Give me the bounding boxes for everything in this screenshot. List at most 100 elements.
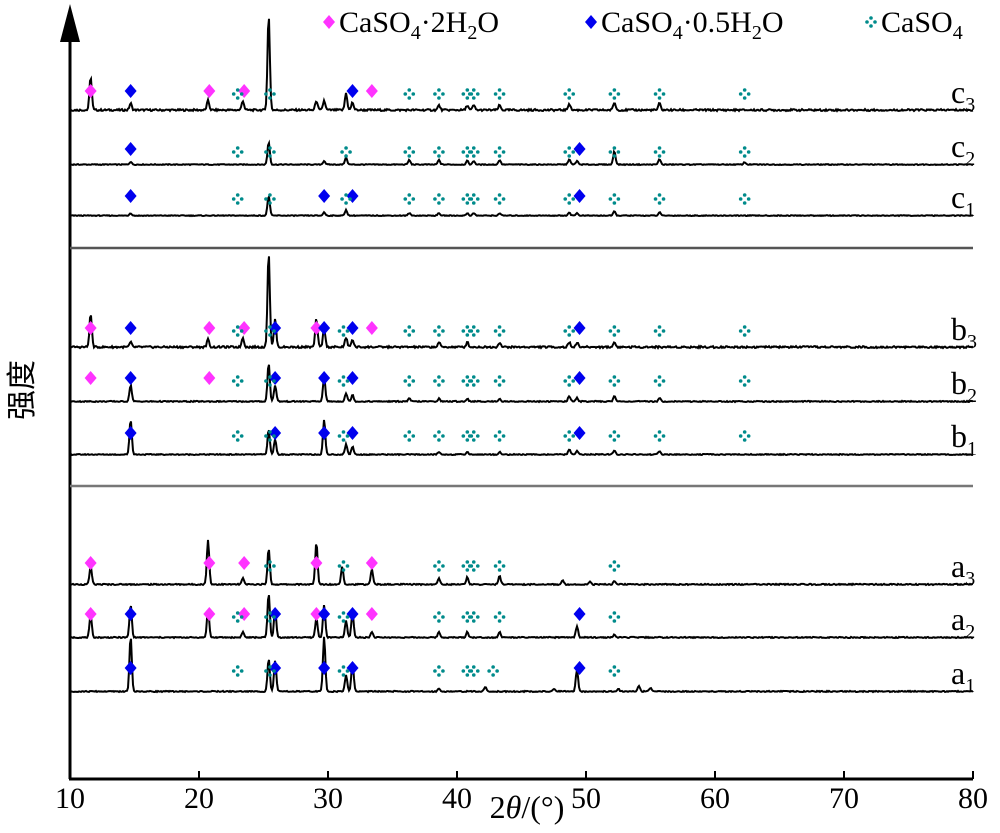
marker-hemihydrate	[318, 321, 331, 335]
marker-anhydrite	[653, 430, 666, 442]
marker-dihydrate	[365, 84, 378, 98]
marker-hemihydrate	[318, 371, 331, 385]
series-label-b2: b2	[951, 365, 977, 407]
marker-anhydrite	[493, 193, 506, 205]
marker-anhydrite	[433, 193, 445, 205]
marker-anhydrite	[433, 430, 445, 442]
series-layer	[69, 18, 974, 694]
marker-hemihydrate	[124, 321, 137, 335]
marker-anhydrite	[493, 430, 506, 442]
marker-anhydrite	[231, 430, 244, 442]
marker-anhydrite	[493, 375, 506, 387]
marker-dihydrate	[203, 607, 216, 621]
marker-anhydrite	[467, 430, 480, 442]
marker-anhydrite	[433, 611, 445, 623]
marker-hemihydrate	[124, 189, 137, 203]
marker-anhydrite	[433, 375, 445, 387]
marker-anhydrite	[337, 611, 350, 623]
marker-hemihydrate	[346, 321, 359, 335]
marker-dihydrate	[365, 556, 378, 570]
marker-hemihydrate	[346, 607, 359, 621]
marker-anhydrite	[433, 325, 445, 337]
marker-anhydrite	[461, 375, 474, 387]
legend-label-dihydrate: CaSO4·2H2O	[339, 6, 499, 44]
marker-hemihydrate	[318, 607, 331, 621]
marker-hemihydrate	[573, 661, 586, 675]
marker-dihydrate	[84, 556, 97, 570]
marker-anhydrite	[467, 146, 480, 158]
marker-dihydrate	[84, 321, 97, 335]
marker-hemihydrate	[573, 142, 586, 156]
pattern-b1	[69, 419, 974, 457]
marker-anhydrite	[493, 146, 506, 158]
marker-dihydrate	[84, 84, 97, 98]
marker-anhydrite	[467, 193, 480, 205]
marker-hemihydrate	[124, 371, 137, 385]
marker-anhydrite	[653, 375, 666, 387]
y-axis-label: 强度	[5, 360, 40, 420]
marker-hemihydrate	[346, 371, 359, 385]
axes	[60, 4, 973, 781]
marker-anhydrite	[264, 193, 276, 205]
marker-anhydrite	[337, 665, 350, 677]
x-tick-label: 20	[184, 782, 214, 815]
marker-anhydrite	[433, 88, 445, 100]
marker-dihydrate	[365, 321, 378, 335]
marker-anhydrite	[337, 375, 350, 387]
marker-anhydrite	[337, 325, 350, 337]
marker-anhydrite	[738, 375, 751, 387]
marker-anhydrite	[608, 193, 621, 205]
marker-dihydrate	[84, 607, 97, 621]
series-label-b1: b1	[951, 418, 977, 460]
marker-hemihydrate	[318, 661, 331, 675]
marker-hemihydrate	[269, 661, 282, 675]
marker-anhydrite	[738, 193, 751, 205]
marker-anhydrite	[563, 146, 576, 158]
x-ticks: 10 20 30 40 50 60 70 80	[55, 771, 988, 815]
marker-hemihydrate	[269, 321, 282, 335]
marker-anhydrite	[608, 88, 621, 100]
marker-anhydrite	[608, 665, 621, 677]
marker-anhydrite	[563, 193, 576, 205]
marker-dihydrate	[203, 84, 216, 98]
marker-anhydrite	[340, 146, 352, 158]
marker-anhydrite	[403, 193, 416, 205]
series-labels: c3 c2 c1 b3 b2 b1 a3 a2 a1	[951, 74, 977, 697]
x-tick-label: 30	[313, 782, 343, 815]
series-label-c2: c2	[951, 128, 975, 170]
marker-anhydrite	[264, 375, 276, 387]
marker-anhydrite	[264, 560, 276, 572]
marker-anhydrite	[264, 325, 276, 337]
pattern-a1	[69, 636, 974, 694]
marker-anhydrite	[467, 88, 480, 100]
legend-label-hemihydrate: CaSO4·0.5H2O	[601, 6, 784, 44]
marker-anhydrite	[231, 193, 244, 205]
markers-layer	[84, 84, 751, 677]
marker-hemihydrate	[573, 371, 586, 385]
pattern-b2	[69, 364, 973, 404]
marker-dihydrate	[310, 556, 323, 570]
marker-hemihydrate	[346, 189, 359, 203]
marker-anhydrite	[738, 88, 751, 100]
pattern-c3	[69, 18, 974, 113]
marker-hemihydrate	[124, 142, 137, 156]
series-label-a2: a2	[951, 601, 975, 643]
marker-anhydrite	[738, 325, 751, 337]
marker-anhydrite	[653, 146, 666, 158]
marker-anhydrite	[493, 611, 506, 623]
marker-anhydrite	[653, 193, 666, 205]
marker-anhydrite	[608, 430, 621, 442]
marker-anhydrite	[433, 146, 445, 158]
series-label-a1: a1	[951, 655, 975, 697]
marker-anhydrite	[487, 665, 499, 677]
marker-dihydrate	[238, 84, 251, 98]
marker-anhydrite	[467, 325, 480, 337]
marker-hemihydrate	[346, 84, 359, 98]
x-tick-label: 70	[829, 782, 859, 815]
marker-anhydrite	[433, 665, 445, 677]
marker-hemihydrate	[573, 189, 586, 203]
marker-dihydrate	[84, 371, 97, 385]
marker-dihydrate	[203, 371, 216, 385]
y-axis-arrow	[60, 4, 80, 42]
